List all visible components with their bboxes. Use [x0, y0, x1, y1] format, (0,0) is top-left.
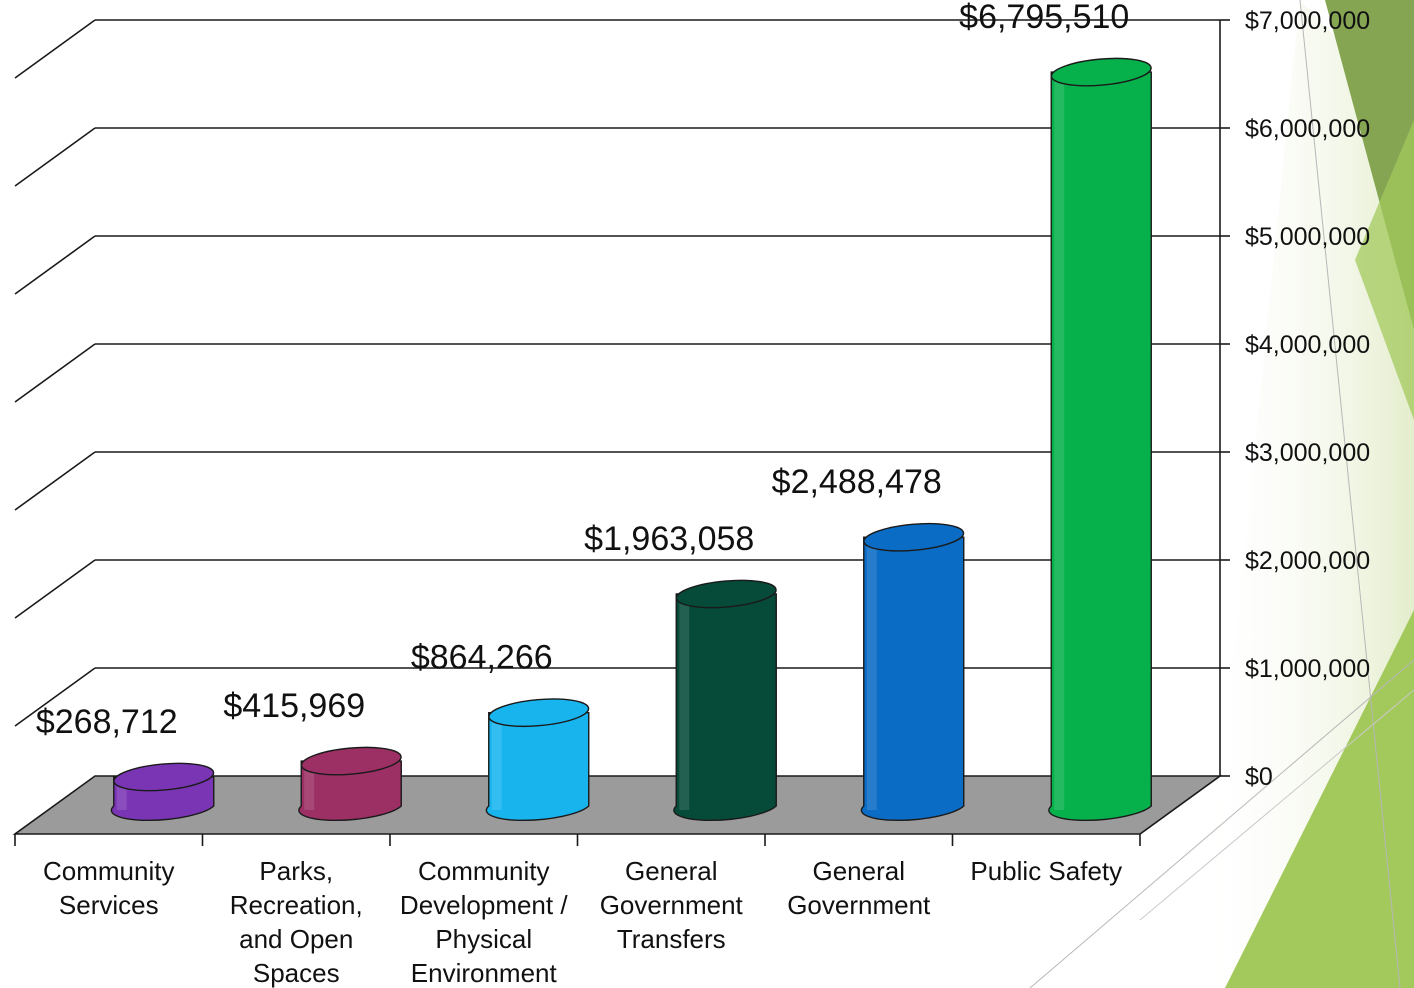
data-label: $1,963,058 — [584, 520, 754, 558]
category-label: Public Safety — [970, 856, 1122, 886]
x-axis-category-labels: Community Services Parks, Recreation, and Op… — [43, 856, 1122, 988]
bar-5 — [860, 522, 965, 822]
bar-body — [860, 536, 965, 822]
decor-line — [1139, 689, 1414, 921]
decor-mid-triangle — [1355, 120, 1414, 420]
data-label: $415,969 — [223, 687, 365, 725]
y-tick-label: $0 — [1245, 763, 1273, 791]
y-tick-label: $5,000,000 — [1245, 223, 1370, 251]
category-label-line: Community — [418, 856, 549, 886]
category-label-line: Parks, — [259, 856, 333, 886]
bar-6 — [1048, 57, 1152, 822]
bar-top — [113, 762, 215, 792]
y-tick-label: $2,000,000 — [1245, 547, 1370, 575]
category-label-line: Government — [787, 890, 931, 920]
data-label: $268,712 — [36, 703, 178, 741]
chart-bars — [110, 57, 1152, 822]
category-label-line: Physical — [435, 924, 532, 954]
category-label-line: and Open — [239, 924, 353, 954]
category-label-line: General — [625, 856, 718, 886]
data-label: $864,266 — [411, 639, 553, 677]
category-label-line: Public Safety — [970, 856, 1122, 886]
gridline-side — [14, 235, 96, 295]
gridline-side — [14, 343, 96, 403]
category-label-line: Spaces — [253, 958, 340, 988]
data-label: $6,795,510 — [959, 0, 1129, 36]
category-label: Community Development / Physical Environmen… — [400, 856, 568, 988]
data-label: $2,488,478 — [772, 463, 942, 501]
gridline-side — [14, 19, 96, 79]
bar-4 — [673, 579, 777, 822]
y-axis-tick-labels: $0 $1,000,000 $2,000,000 $3,000,000 $4,000,0… — [1245, 7, 1370, 791]
gridline-side — [14, 451, 96, 511]
bar-3 — [485, 698, 590, 822]
chart-gridlines — [14, 19, 1230, 777]
data-labels: $268,712 $415,969 $864,266 $1,963,058 $2,488… — [36, 0, 1129, 741]
bar-body — [673, 593, 777, 822]
category-label: Parks, Recreation, and Open Spaces — [230, 856, 363, 988]
bar-top — [1050, 57, 1152, 87]
category-label-line: Government — [600, 890, 744, 920]
category-label-line: Development / — [400, 890, 568, 920]
category-label-line: Community — [43, 856, 174, 886]
gridline-side — [14, 127, 96, 187]
y-tick-label: $4,000,000 — [1245, 331, 1370, 359]
decor-bottom-triangle — [1225, 610, 1414, 988]
y-tick-label: $1,000,000 — [1245, 655, 1370, 683]
gridline-side — [14, 559, 96, 619]
category-label-line: Environment — [411, 958, 558, 988]
bar-top — [300, 746, 402, 776]
category-label-line: Recreation, — [230, 890, 363, 920]
y-tick-label: $6,000,000 — [1245, 115, 1370, 143]
bar-1 — [110, 762, 215, 822]
gridline-side — [14, 667, 96, 727]
slide-decoration — [1029, 0, 1414, 988]
category-label-line: Services — [59, 890, 159, 920]
category-label-line: General — [813, 856, 906, 886]
category-label-line: Transfers — [617, 924, 726, 954]
category-label: General Government Transfers — [600, 856, 744, 954]
bar-top — [863, 522, 965, 552]
decor-line — [1029, 659, 1414, 988]
bar-body — [1048, 71, 1152, 822]
bar-2 — [298, 746, 402, 822]
y-tick-label: $3,000,000 — [1245, 439, 1370, 467]
bar-top — [488, 698, 590, 728]
y-tick-label: $7,000,000 — [1245, 7, 1370, 35]
decor-line — [1299, 0, 1401, 988]
category-label: Community Services — [43, 856, 174, 920]
bar-body — [485, 711, 590, 822]
bar-body — [298, 760, 402, 822]
category-label: General Government — [787, 856, 931, 920]
bar-top — [675, 579, 777, 609]
